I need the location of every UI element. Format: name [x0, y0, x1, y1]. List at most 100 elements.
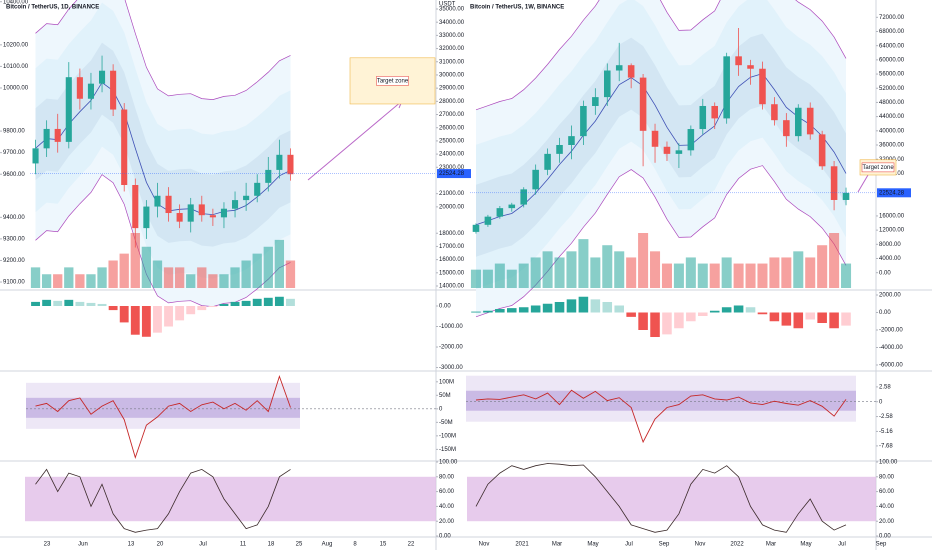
candle-body: [783, 120, 790, 137]
candle-body: [663, 146, 671, 154]
envelope-edge: [35, 0, 291, 100]
candle-body: [580, 105, 587, 137]
candle-body: [723, 56, 730, 119]
volume-bar: [793, 251, 804, 288]
macd-bar: [733, 305, 744, 313]
macd-bar: [698, 312, 708, 316]
tick-label: 72000.00: [879, 15, 905, 21]
volume-bar: [841, 263, 852, 288]
candle-body: [198, 204, 205, 216]
macd-bar: [186, 306, 196, 315]
candle-body: [154, 195, 161, 207]
candle-body: [265, 169, 272, 183]
candle-body: [568, 136, 575, 145]
tick-label: 9700.00: [3, 150, 25, 156]
macd-bar: [64, 299, 74, 306]
x-tick-label: 20: [157, 542, 164, 548]
volume-bar: [769, 257, 780, 288]
x-tick-label: Sep: [876, 542, 887, 548]
candle-body: [165, 195, 172, 214]
volume-bar: [721, 257, 732, 288]
macd-bar: [817, 312, 827, 323]
x-tick-label: Jul: [625, 542, 633, 548]
tick-label: 26000.00: [439, 125, 465, 131]
tick-label: 52000.00: [879, 86, 905, 92]
macd-bar: [793, 312, 804, 329]
tick-label: 18000.00: [439, 231, 465, 237]
tick-label: 56000.00: [879, 72, 905, 78]
volume-bar: [554, 257, 565, 288]
tick-label: 34000.00: [439, 20, 465, 26]
tick-label: 0: [879, 399, 883, 405]
candle-body: [243, 195, 250, 201]
tick-label: 29000.00: [439, 86, 465, 92]
x-tick-label: May: [587, 542, 598, 548]
macd-bar: [709, 310, 720, 313]
x-tick-label: Nov: [695, 542, 706, 548]
tick-label: 64000.00: [879, 43, 905, 49]
candle-body: [110, 70, 117, 110]
price-tag-label: 22524.28: [439, 171, 465, 177]
macd-bar: [841, 312, 851, 326]
macd-bar: [495, 308, 505, 313]
candle-body: [520, 189, 528, 205]
candle-body: [98, 70, 106, 84]
stochastic-line: [475, 463, 847, 533]
candle-body: [532, 169, 539, 190]
macd-bar: [769, 312, 780, 322]
macd-bar: [542, 303, 553, 313]
macd-bar: [286, 298, 295, 306]
tick-label: 10200.00: [3, 42, 29, 48]
tick-label: 40000.00: [879, 128, 905, 134]
candle-body: [209, 215, 216, 218]
candle-body: [711, 105, 719, 119]
x-tick-label: 18: [268, 542, 275, 548]
tick-label: -7.68: [879, 444, 893, 450]
macd-bar: [626, 312, 636, 317]
tick-label: 9800.00: [3, 129, 25, 135]
x-tick-label: Jun: [78, 542, 88, 548]
tick-label: 20.00: [439, 519, 455, 525]
volume-bar: [482, 269, 493, 288]
candle-body: [484, 216, 492, 225]
tick-label: 33000.00: [439, 33, 465, 39]
tick-label: 8000.00: [879, 242, 901, 248]
macd-bar: [483, 310, 493, 313]
macd-bar: [829, 312, 839, 329]
x-tick-label: May: [800, 542, 811, 548]
tick-label: 31000.00: [439, 59, 465, 65]
moving-average: [475, 73, 847, 226]
macd-bar: [263, 297, 273, 306]
tick-label: 100.00: [439, 460, 458, 466]
macd-bar: [638, 312, 648, 330]
price-tag: [437, 169, 471, 179]
x-tick-label: Jul: [199, 542, 207, 548]
price-tag: [877, 188, 911, 198]
volume-bar: [141, 246, 152, 288]
candle-body: [54, 128, 61, 142]
tick-label: 48000.00: [879, 100, 905, 106]
volume-bar: [285, 260, 296, 288]
tick-label: 14000.00: [439, 284, 465, 290]
volume-bar: [685, 257, 696, 288]
tick-label: 50M: [439, 393, 451, 399]
moving-average: [35, 82, 291, 216]
macd-bar: [241, 300, 251, 306]
tick-label: -100M: [439, 433, 456, 439]
volume-bar: [733, 263, 744, 288]
macd-bar: [602, 301, 613, 313]
candle-body: [220, 208, 228, 218]
volume-bar: [614, 251, 625, 288]
volume-bar: [30, 267, 41, 288]
volume-bar: [197, 267, 207, 288]
tick-label: 10100.00: [3, 64, 29, 70]
macd-bar: [208, 306, 218, 308]
tick-label: 16000.00: [439, 257, 465, 263]
macd-bar: [554, 301, 565, 313]
x-tick-label: Sep: [659, 542, 670, 548]
volume-bar: [590, 257, 601, 288]
tick-label: 100.00: [879, 460, 898, 466]
tick-label: -4000.00: [879, 345, 903, 351]
macd-bar: [86, 302, 96, 306]
volume-bar: [152, 260, 163, 288]
